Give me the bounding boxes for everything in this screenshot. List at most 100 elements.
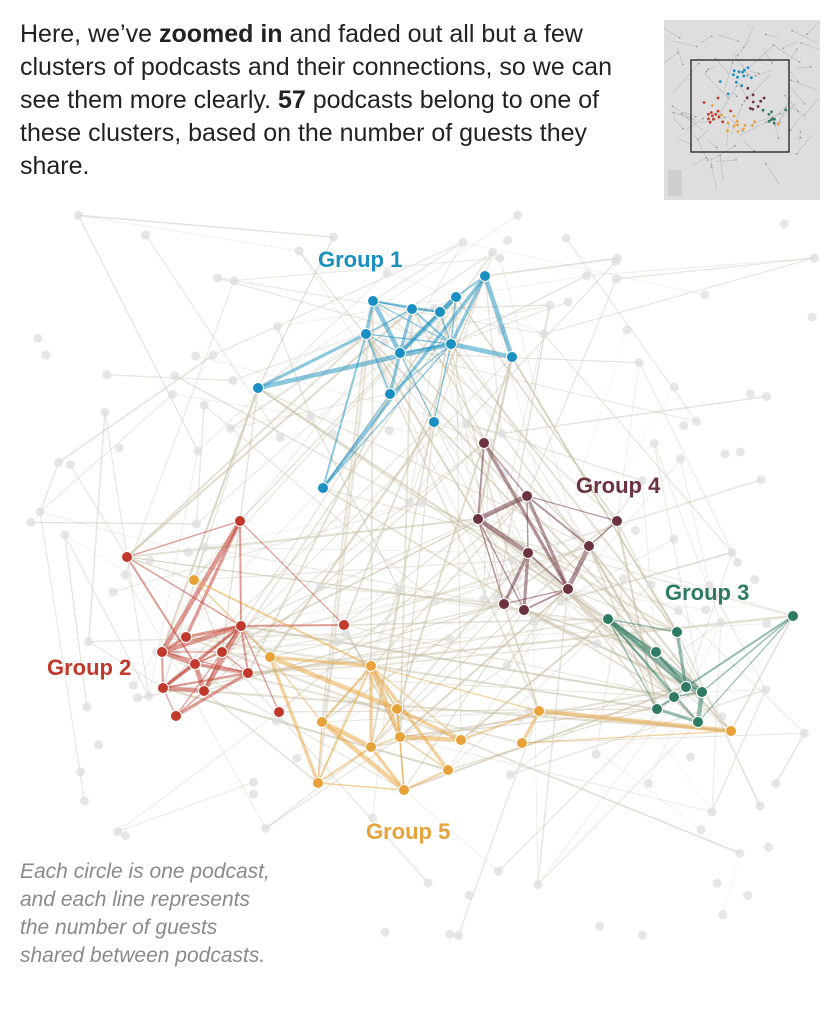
group-2-node <box>235 620 247 632</box>
minimap-cluster-node <box>759 99 763 103</box>
background-node <box>213 273 222 283</box>
group-2-node <box>338 619 350 631</box>
group-4-node <box>562 583 574 595</box>
minimap-node <box>809 66 812 68</box>
group-3-node <box>671 626 683 638</box>
background-edge <box>197 272 388 452</box>
minimap-node <box>724 116 726 119</box>
group-2-edge <box>175 625 242 717</box>
background-edge <box>497 696 675 872</box>
group-1-edge <box>399 311 441 354</box>
minimap-edge <box>801 42 820 51</box>
group-2-edge <box>162 685 205 694</box>
inter-cluster-edge <box>203 689 732 733</box>
group-5-edge <box>399 736 449 771</box>
background-node <box>306 411 316 421</box>
group-2-edge <box>175 690 205 717</box>
background-node <box>79 796 89 806</box>
minimap-cluster-node <box>776 122 780 126</box>
background-node <box>76 767 85 777</box>
background-edge <box>124 280 235 576</box>
minimap-edge <box>704 73 729 98</box>
background-node <box>478 595 488 604</box>
background-node <box>691 416 701 426</box>
minimap-node <box>779 112 782 115</box>
background-node <box>634 358 644 368</box>
group-1-node <box>384 388 396 400</box>
group-2-node <box>198 685 210 697</box>
group-4-edge <box>526 495 529 554</box>
background-node <box>488 248 498 257</box>
inter-cluster-edge <box>316 300 375 784</box>
minimap-edge <box>797 66 811 69</box>
group-2-node <box>180 631 192 643</box>
group-5-edge <box>403 769 449 791</box>
background-edge <box>117 711 280 832</box>
background-node <box>643 778 653 788</box>
minimap-cluster-node <box>761 108 765 112</box>
minimap-node <box>737 40 740 43</box>
background-edge <box>560 538 675 602</box>
group-2-label: Group 2 <box>47 655 131 680</box>
minimap-node <box>735 159 737 161</box>
group-3-edge <box>675 631 688 688</box>
group-4-edge <box>477 442 485 520</box>
cluster-edges <box>126 275 794 792</box>
background-edge <box>526 278 617 497</box>
background-edge <box>586 257 815 277</box>
inter-cluster-edge <box>399 421 435 738</box>
background-edge <box>204 546 529 554</box>
group-5-edge <box>369 665 450 771</box>
group-1-node <box>317 482 329 494</box>
group-3-edge <box>607 618 699 723</box>
group-5-edge <box>368 665 403 738</box>
group-4-node <box>522 547 534 559</box>
inter-cluster-edge <box>221 356 513 653</box>
inter-cluster-edge <box>269 603 505 658</box>
background-edge <box>145 234 281 439</box>
group-2-node <box>242 667 254 679</box>
group-2-edge <box>240 625 249 674</box>
background-edge <box>77 215 199 452</box>
background-node <box>26 517 36 527</box>
group-2-edge <box>175 671 249 718</box>
minimap-cluster-node <box>732 69 736 73</box>
background-node <box>762 619 772 629</box>
background-edge <box>638 362 738 563</box>
group-3-node <box>680 681 692 693</box>
background-node <box>423 878 433 888</box>
background-edge <box>680 459 710 586</box>
background-node <box>384 425 394 435</box>
inter-cluster-edge <box>403 609 525 791</box>
background-node <box>261 823 271 833</box>
minimap-cluster-node <box>756 105 760 108</box>
inter-cluster-edge <box>221 552 529 653</box>
group-3-edge <box>656 707 699 724</box>
background-node <box>60 530 70 540</box>
background-node <box>128 680 138 690</box>
group-3-label: Group 3 <box>665 580 749 605</box>
group-2-edge <box>194 662 249 675</box>
minimap-edge <box>700 36 712 44</box>
minimap-node <box>800 42 803 44</box>
group-1-edge <box>449 275 487 345</box>
background-node <box>82 702 92 712</box>
background-edge <box>239 352 401 522</box>
background-node <box>675 454 685 464</box>
minimap-node <box>702 117 704 120</box>
background-edge <box>203 404 436 602</box>
inter-cluster-edge <box>730 615 794 732</box>
background-node <box>563 297 573 307</box>
inter-cluster-edge <box>399 352 590 547</box>
minimap-cluster-node <box>702 101 706 104</box>
inter-cluster-edge <box>370 520 618 748</box>
minimap-node <box>680 112 683 115</box>
minimap-cluster-node <box>751 93 755 97</box>
minimap-edge <box>739 121 767 136</box>
minimap-cluster-node <box>707 112 710 116</box>
background-node <box>141 230 151 240</box>
minimap-cluster-node <box>748 107 752 110</box>
group-5-edge <box>396 708 405 791</box>
minimap-edge <box>774 103 796 126</box>
group-1-node <box>479 270 491 282</box>
